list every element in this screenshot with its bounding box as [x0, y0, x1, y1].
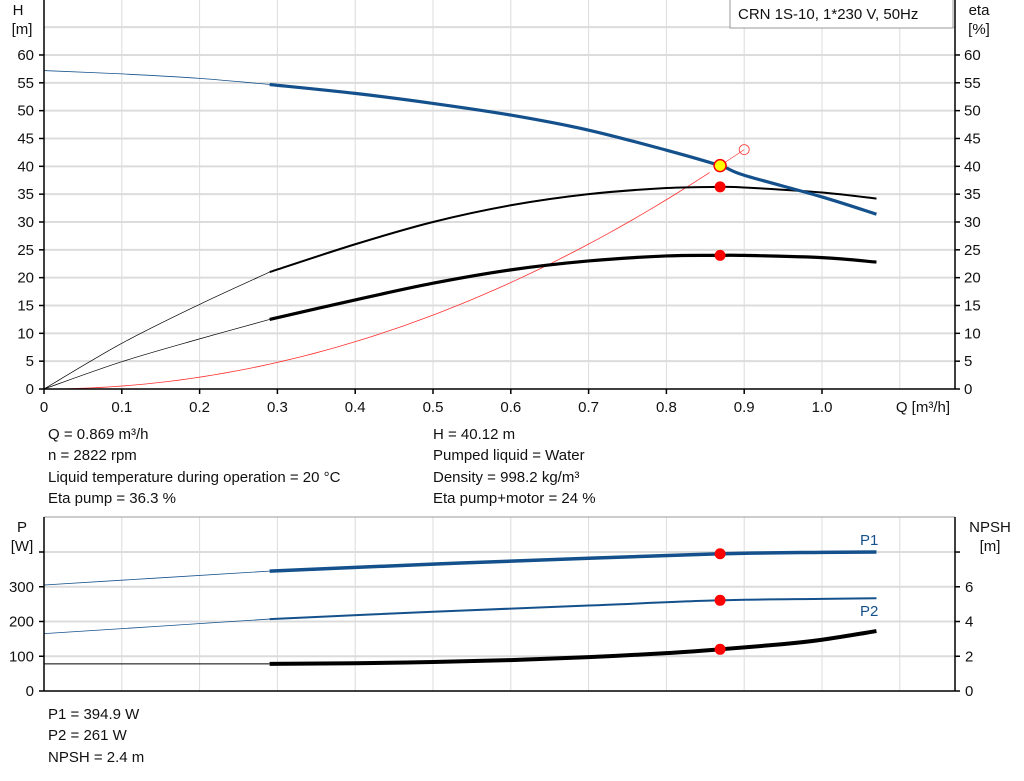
readout-liquid: Pumped liquid = Water: [433, 447, 585, 464]
readout-p2: P2 = 261 W: [48, 727, 128, 744]
x-tick-label: 0.1: [111, 399, 132, 416]
requested-point: [738, 144, 750, 156]
y-tick-label-right: 4: [965, 614, 973, 631]
y-tick-label-left: 30: [17, 214, 34, 231]
x-tick-label: 0.2: [189, 399, 210, 416]
readout-eta-total: Eta pump+motor = 24 %: [433, 490, 596, 507]
y-axis-label-left: H: [13, 2, 24, 19]
y-tick-label-right: 20: [964, 270, 981, 287]
y-tick-label-left: 45: [17, 130, 34, 147]
readout-p1: P1 = 394.9 W: [48, 706, 140, 723]
y-tick-label-left: 0: [26, 381, 34, 398]
y-tick-label-right: 15: [964, 297, 981, 314]
x-tick-label: 0: [40, 399, 48, 416]
y-tick-label-right: 25: [964, 242, 981, 259]
y-axis-unit-right: [m]: [980, 538, 1001, 555]
p2-curve-extrapolated: [43, 618, 270, 635]
p1-curve: [269, 550, 877, 573]
p2-curve: [269, 597, 877, 621]
readout-n: n = 2822 rpm: [48, 447, 137, 464]
y-tick-label-left: 100: [9, 648, 34, 665]
eta-pump-curve-extrapolated: [43, 271, 270, 390]
readout-density: Density = 998.2 kg/m³: [433, 469, 579, 486]
x-tick-label: 0.5: [423, 399, 444, 416]
legend-title: CRN 1S-10, 1*230 V, 50Hz: [738, 6, 918, 23]
readout-q: Q = 0.869 m³/h: [48, 426, 148, 443]
y-tick-label-right: 60: [964, 47, 981, 64]
y-axis-label-left: P: [17, 519, 27, 536]
duty-point: [713, 158, 727, 173]
legend-box: CRN 1S-10, 1*230 V, 50Hz: [729, 0, 954, 29]
y-tick-label-left: 40: [17, 158, 34, 175]
bottom-grid: [44, 516, 955, 691]
y-tick-label-right: 5: [964, 353, 972, 370]
y-tick-label-right: 45: [964, 130, 981, 147]
y-tick-label-left: 10: [17, 325, 34, 342]
y-tick-label-right: 30: [964, 214, 981, 231]
x-tick-label: 1.0: [812, 399, 833, 416]
head-curve-extrapolated: [43, 70, 270, 85]
y-tick-label-right: 0: [965, 683, 973, 700]
eta-total-curve-extrapolated: [43, 319, 270, 390]
y-tick-label-left: 0: [26, 683, 34, 700]
readout-h: H = 40.12 m: [433, 426, 515, 443]
y-tick-label-right: 40: [964, 158, 981, 175]
y-axis-label-right: NPSH: [969, 519, 1011, 536]
readout-eta-pump: Eta pump = 36.3 %: [48, 490, 176, 507]
readout-npsh: NPSH = 2.4 m: [48, 749, 144, 766]
x-tick-label: 0.6: [500, 399, 521, 416]
y-axis-unit-right: [%]: [968, 21, 990, 38]
y-tick-label-left: 5: [26, 353, 34, 370]
y-tick-label-right: 0: [964, 381, 972, 398]
eta-total-curve: [269, 253, 877, 321]
p1-series-label: P1: [860, 532, 878, 549]
p2-series-label: P2: [860, 603, 878, 620]
eta-pump-curve: [269, 185, 877, 274]
axes: [39, 0, 960, 692]
x-tick-label: 0.3: [267, 399, 288, 416]
y-tick-label-left: 20: [17, 270, 34, 287]
x-tick-label: 0.9: [734, 399, 755, 416]
y-tick-label-right: 2: [965, 648, 973, 665]
y-tick-label-right: 50: [964, 103, 981, 120]
readout-temp: Liquid temperature during operation = 20…: [48, 469, 341, 486]
system-curve: [43, 172, 710, 390]
y-axis-label-right: eta: [969, 2, 991, 19]
head-curve: [269, 82, 877, 216]
x-tick-label: 0.4: [345, 399, 366, 416]
eta-total-point: [714, 249, 726, 261]
y-tick-label-left: 25: [17, 242, 34, 259]
x-axis-label: Q [m³/h]: [896, 399, 950, 416]
y-axis-unit-left: [W]: [11, 538, 34, 555]
y-tick-label-right: 6: [965, 579, 973, 596]
npsh-curve: [269, 629, 877, 666]
npsh-duty-point: [714, 643, 726, 655]
p2-duty-point: [714, 594, 726, 606]
p1-curve-extrapolated: [43, 570, 270, 586]
top-grid: [44, 0, 955, 389]
y-tick-label-left: 300: [9, 579, 34, 596]
p1-duty-point: [714, 548, 726, 560]
y-tick-label-left: 55: [17, 75, 34, 92]
y-tick-label-left: 15: [17, 297, 34, 314]
y-axis-unit-left: [m]: [12, 21, 33, 38]
y-tick-label-right: 10: [964, 325, 981, 342]
y-tick-label-left: 50: [17, 103, 34, 120]
x-tick-label: 0.8: [656, 399, 677, 416]
y-tick-label-left: 35: [17, 186, 34, 203]
curves: [43, 70, 877, 666]
eta-pump-point: [714, 181, 726, 193]
x-tick-label: 0.7: [578, 399, 599, 416]
y-tick-label-right: 35: [964, 186, 981, 203]
y-tick-label-left: 200: [9, 614, 34, 631]
y-tick-label-right: 55: [964, 75, 981, 92]
y-tick-label-left: 60: [17, 47, 34, 64]
